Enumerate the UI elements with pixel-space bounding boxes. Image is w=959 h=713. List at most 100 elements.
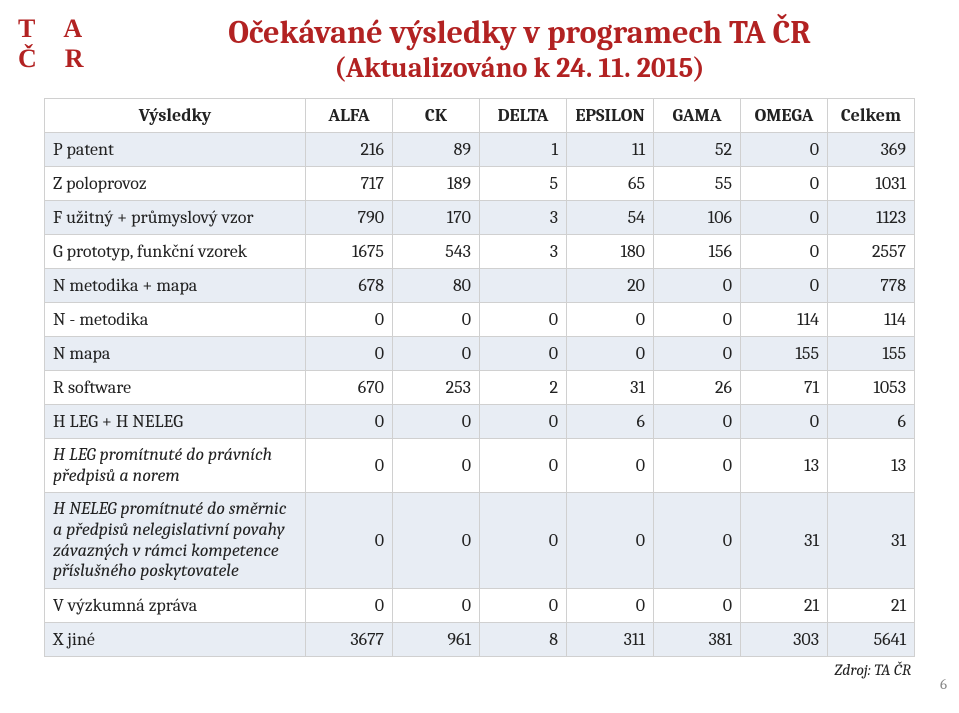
cell: 6	[828, 404, 915, 438]
page-subtitle: (Aktualizováno k 24. 11. 2015)	[130, 52, 909, 86]
logo-letter-r: R	[65, 44, 84, 74]
row-label: N metodika + mapa	[45, 268, 306, 302]
cell: 0	[654, 302, 741, 336]
cell: 0	[393, 493, 480, 589]
cell: 1675	[306, 234, 393, 268]
cell: 55	[654, 166, 741, 200]
row-label: X jiné	[45, 623, 306, 657]
cell: 13	[741, 438, 828, 492]
cell: 6	[567, 404, 654, 438]
cell: 303	[741, 623, 828, 657]
cell: 0	[393, 438, 480, 492]
cell: 3	[480, 200, 567, 234]
cell: 311	[567, 623, 654, 657]
table-row: H LEG + H NELEG0006006	[45, 404, 915, 438]
table-row: H LEG promítnuté do právních předpisů a …	[45, 438, 915, 492]
col-gama: GAMA	[654, 98, 741, 132]
cell: 790	[306, 200, 393, 234]
cell: 216	[306, 132, 393, 166]
row-label: Z poloprovoz	[45, 166, 306, 200]
cell: 0	[393, 589, 480, 623]
cell: 156	[654, 234, 741, 268]
cell: 0	[306, 493, 393, 589]
row-label: G prototyp, funkční vzorek	[45, 234, 306, 268]
cell: 0	[567, 336, 654, 370]
cell: 1031	[828, 166, 915, 200]
row-label: N - metodika	[45, 302, 306, 336]
cell: 80	[393, 268, 480, 302]
cell: 0	[567, 438, 654, 492]
table-row: X jiné367796183113813035641	[45, 623, 915, 657]
cell: 0	[480, 589, 567, 623]
cell: 0	[480, 336, 567, 370]
cell: 3	[480, 234, 567, 268]
table-row: V výzkumná zpráva000002121	[45, 589, 915, 623]
cell: 71	[741, 370, 828, 404]
cell: 8	[480, 623, 567, 657]
page-title: Očekávané výsledky v programech TA ČR	[130, 14, 909, 52]
cell: 1053	[828, 370, 915, 404]
cell: 0	[654, 438, 741, 492]
row-label: P patent	[45, 132, 306, 166]
cell: 0	[306, 302, 393, 336]
cell: 31	[741, 493, 828, 589]
row-label: H NELEG promítnuté do směrnic a předpisů…	[45, 493, 306, 589]
cell: 155	[741, 336, 828, 370]
logo-letter-a: A	[63, 14, 82, 44]
col-ck: CK	[393, 98, 480, 132]
cell: 961	[393, 623, 480, 657]
cell: 11	[567, 132, 654, 166]
logo-letter-c: Č	[18, 44, 37, 74]
cell: 89	[393, 132, 480, 166]
cell: 5	[480, 166, 567, 200]
cell: 0	[480, 493, 567, 589]
col-vysledky: Výsledky	[45, 98, 306, 132]
table-row: G prototyp, funkční vzorek16755433180156…	[45, 234, 915, 268]
cell: 717	[306, 166, 393, 200]
col-delta: DELTA	[480, 98, 567, 132]
cell: 3677	[306, 623, 393, 657]
table-row: H NELEG promítnuté do směrnic a předpisů…	[45, 493, 915, 589]
logo-letter-t: T	[18, 14, 35, 44]
table-header-row: Výsledky ALFA CK DELTA EPSILON GAMA OMEG…	[45, 98, 915, 132]
cell: 0	[654, 268, 741, 302]
cell: 678	[306, 268, 393, 302]
row-label: H LEG + H NELEG	[45, 404, 306, 438]
cell: 381	[654, 623, 741, 657]
cell: 0	[654, 493, 741, 589]
cell: 0	[741, 166, 828, 200]
cell: 1123	[828, 200, 915, 234]
cell: 26	[654, 370, 741, 404]
cell: 0	[654, 404, 741, 438]
col-epsilon: EPSILON	[567, 98, 654, 132]
col-omega: OMEGA	[741, 98, 828, 132]
row-label: F užitný + průmyslový vzor	[45, 200, 306, 234]
cell: 0	[480, 438, 567, 492]
cell: 21	[741, 589, 828, 623]
cell: 0	[306, 404, 393, 438]
col-celkem: Celkem	[828, 98, 915, 132]
cell: 0	[741, 268, 828, 302]
cell: 5641	[828, 623, 915, 657]
table-row: Z poloprovoz7171895655501031	[45, 166, 915, 200]
cell	[480, 268, 567, 302]
table-row: R software67025323126711053	[45, 370, 915, 404]
cell: 1	[480, 132, 567, 166]
cell: 65	[567, 166, 654, 200]
table-row: N metodika + mapa678802000778	[45, 268, 915, 302]
cell: 0	[741, 234, 828, 268]
table-row: F užitný + průmyslový vzor79017035410601…	[45, 200, 915, 234]
cell: 0	[480, 404, 567, 438]
cell: 778	[828, 268, 915, 302]
cell: 20	[567, 268, 654, 302]
cell: 114	[741, 302, 828, 336]
table-row: N - metodika00000114114	[45, 302, 915, 336]
table-row: N mapa00000155155	[45, 336, 915, 370]
table-row: P patent21689111520369	[45, 132, 915, 166]
cell: 0	[306, 589, 393, 623]
cell: 0	[741, 132, 828, 166]
cell: 0	[393, 404, 480, 438]
cell: 2557	[828, 234, 915, 268]
cell: 0	[393, 302, 480, 336]
cell: 114	[828, 302, 915, 336]
